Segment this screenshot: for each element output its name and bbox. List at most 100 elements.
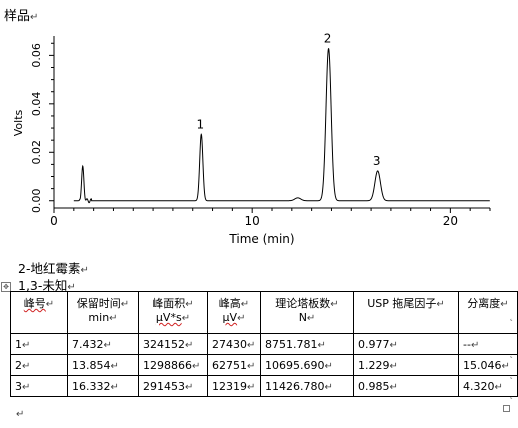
cell-end-mark: ↵ (185, 381, 194, 393)
peak-labels: 1 2 3 (196, 32, 380, 168)
row-end-mark: ˛ (509, 370, 514, 380)
header-label: USP 拖尾因子 (367, 297, 437, 310)
cell-end-mark: ↵ (324, 381, 333, 393)
table-cell: 291453↵ (138, 375, 208, 397)
cell-end-mark: ↵ (317, 339, 326, 351)
table-cell: 3↵ (10, 375, 68, 397)
cell-end-mark: ↵ (500, 299, 509, 310)
cell-value: 1 (15, 337, 22, 351)
paragraph-mark: ↵ (30, 12, 39, 23)
paragraph-mark: ↵ (16, 409, 25, 420)
sample-title: 样品↵ (4, 5, 38, 24)
table-cell: 13.854↵ (67, 354, 139, 376)
table-header-row: 峰号↵ 保留时间↵ min↵ 峰面积↵ μV*s↵ 峰高↵ μV↵ 理论塔板数↵ N↵ USP 拖… (10, 291, 518, 334)
header-label: 峰高 (218, 297, 241, 310)
cell-value: 11426.780 (265, 379, 325, 393)
header-cell: 分离度↵ (458, 291, 518, 334)
y-tick-label: 0.04 (30, 92, 43, 117)
row-end-mark: ˛ (509, 390, 514, 400)
table-row: 3↵ 16.332↵ 291453↵ 12319↵ 11426.780↵ 0.985↵ 4.… (10, 375, 518, 397)
table-cell: 12319↵ (207, 375, 261, 397)
cell-value: 12319 (212, 379, 247, 393)
table-cell: 27430↵ (207, 333, 261, 355)
chromatogram-chart: 0 10 20 0.00 0.02 0.04 0.06 1 2 3 Time (min) Vo… (12, 32, 491, 246)
table-cell: 324152↵ (138, 333, 208, 355)
cell-value: 4.320 (463, 379, 495, 393)
header-cell: USP 拖尾因子↵ (353, 291, 459, 334)
table-move-anchor-icon[interactable]: ✥ (1, 282, 11, 292)
table-cell: 8751.781↵ (260, 333, 354, 355)
table-cell: 0.977↵ (353, 333, 459, 355)
cell-value: 1298866 (143, 358, 192, 372)
cell-value: 0.985 (358, 379, 390, 393)
cell-value: 10695.690 (265, 358, 325, 372)
cell-end-mark: ↵ (470, 339, 480, 351)
cell-end-mark: ↵ (501, 360, 510, 372)
header-label: 峰号 (23, 297, 46, 310)
header-cell: 峰高↵ μV↵ (207, 291, 261, 334)
x-tick-label: 10 (245, 214, 260, 228)
cell-value: 2 (15, 358, 22, 372)
cell-value: 16.332 (72, 379, 111, 393)
cell-end-mark: ↵ (330, 299, 339, 310)
cell-end-mark: ↵ (181, 313, 191, 324)
cell-end-mark: ↵ (389, 381, 398, 393)
cell-value: 62751 (212, 358, 247, 372)
cell-end-mark: ↵ (247, 381, 256, 393)
table-cell: 0.985↵ (353, 375, 459, 397)
table-cell: 1298866↵ (138, 354, 208, 376)
table-cell: 1↵ (10, 333, 68, 355)
table-cell: 4.320↵ (458, 375, 518, 397)
y-tick-label: 0.00 (30, 188, 43, 213)
table-cell: 10695.690↵ (260, 354, 354, 376)
chart-axes (53, 36, 490, 209)
y-axis-ticks: 0.00 0.02 0.04 0.06 (30, 42, 54, 213)
peak-label: 3 (373, 154, 381, 168)
table-cell: 62751↵ (207, 354, 261, 376)
cell-end-mark: ↵ (192, 360, 201, 372)
cell-end-mark: ↵ (237, 313, 246, 324)
y-tick-label: 0.02 (30, 140, 43, 165)
y-axis-label: Volts (12, 109, 25, 136)
compound-name-2-text: 1,3-未知 (18, 278, 68, 293)
cell-value: -- (463, 337, 471, 351)
cell-value: 324152 (143, 337, 185, 351)
header-label: 理论塔板数 (275, 297, 331, 310)
cell-value: 15.046 (463, 358, 502, 372)
cell-end-mark: ↵ (110, 381, 119, 393)
header-label: 分离度 (467, 297, 501, 310)
table-resize-handle[interactable] (503, 405, 510, 412)
x-axis-ticks: 0 10 20 (50, 208, 491, 228)
header-cell: 理论塔板数↵ N↵ (260, 291, 354, 334)
table-row: 2↵ 13.854↵ 1298866↵ 62751↵ 10695.690↵ 1.229↵ 1… (10, 354, 518, 376)
cell-end-mark: ↵ (110, 360, 119, 372)
row-end-mark: ˛ (509, 312, 514, 322)
cell-end-mark: ↵ (306, 313, 316, 324)
cell-end-mark: ↵ (389, 339, 398, 351)
cell-end-mark: ↵ (22, 360, 31, 372)
peak-results-table: 峰号↵ 保留时间↵ min↵ 峰面积↵ μV*s↵ 峰高↵ μV↵ 理论塔板数↵ N↵ USP 拖… (10, 291, 518, 397)
compound-name-1-text: 2-地红霉素 (18, 261, 81, 276)
table-cell: 11426.780↵ (260, 375, 354, 397)
table-row: 1↵ 7.432↵ 324152↵ 27430↵ 8751.781↵ 0.977↵ --↵ (10, 333, 518, 355)
x-tick-label: 0 (50, 214, 58, 228)
cell-end-mark: ↵ (247, 360, 256, 372)
cell-end-mark: ↵ (185, 299, 194, 310)
cell-value: 3 (15, 379, 22, 393)
cell-end-mark: ↵ (185, 339, 194, 351)
header-label: 保留时间 (76, 297, 121, 310)
cell-end-mark: ↵ (324, 360, 333, 372)
cell-value: 0.977 (358, 337, 390, 351)
chromatogram-trace (73, 47, 490, 204)
peak-label: 1 (196, 117, 204, 131)
table-cell: 7.432↵ (67, 333, 139, 355)
x-tick-label: 20 (443, 214, 458, 228)
header-unit: μV (222, 311, 238, 324)
cell-end-mark: ↵ (436, 299, 445, 310)
cell-end-mark: ↵ (22, 339, 31, 351)
cell-end-mark: ↵ (389, 360, 398, 372)
cell-value: 13.854 (72, 358, 111, 372)
cell-value: 27430 (212, 337, 247, 351)
y-tick-label: 0.06 (30, 43, 43, 68)
cell-end-mark: ↵ (120, 299, 130, 310)
